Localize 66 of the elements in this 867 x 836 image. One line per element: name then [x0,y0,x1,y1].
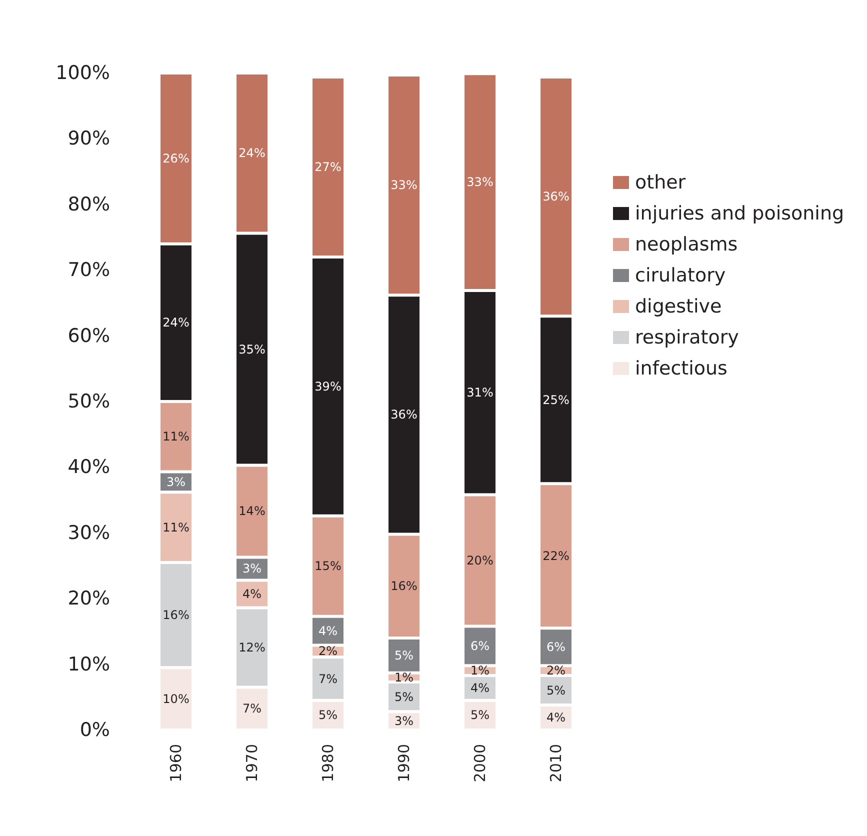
y-tick-label: 80% [68,193,110,216]
data-label: 5% [394,690,414,704]
data-label: 11% [162,520,190,534]
y-tick-label: 50% [68,390,110,412]
data-label: 35% [238,342,266,356]
y-tick-label: 100% [56,62,110,84]
x-tick-label: 1970 [243,744,261,782]
data-label: 7% [318,672,338,686]
x-tick-label: 1990 [395,744,413,782]
y-tick-label: 70% [68,259,110,282]
data-label: 26% [162,151,190,166]
y-tick-label: 0% [80,719,110,741]
data-label: 33% [466,175,494,190]
legend-label: cirulatory [635,264,726,286]
data-label: 27% [314,160,342,174]
data-label: 5% [394,648,414,662]
data-label: 5% [546,683,566,698]
data-label: 16% [390,579,418,594]
legend-label: neoplasms [635,234,738,256]
y-tick-label: 60% [68,324,110,347]
data-label: 1% [470,664,490,678]
y-tick-label: 20% [68,588,110,610]
data-label: 10% [162,692,190,706]
legend-label: digestive [635,296,722,318]
data-label: 3% [166,474,186,489]
data-label: 39% [314,379,342,394]
data-label: 36% [542,190,570,204]
legend-label: injuries and poisoning [635,202,844,224]
data-label: 2% [546,664,566,678]
data-label: 20% [466,553,494,568]
data-label: 3% [394,714,414,728]
x-tick-label: 2010 [547,744,565,782]
data-label: 5% [470,708,490,722]
data-label: 2% [318,644,338,658]
data-label: 22% [542,548,570,563]
y-tick-label: 40% [68,456,110,478]
data-label: 11% [162,430,190,444]
data-label: 1% [394,670,414,684]
data-label: 31% [466,386,494,400]
data-label: 24% [238,146,266,160]
data-label: 36% [390,408,418,422]
data-label: 3% [242,562,262,576]
data-label: 4% [470,680,490,695]
y-tick-label: 90% [68,128,110,150]
data-label: 6% [470,638,490,653]
x-tick-label: 1960 [167,744,185,782]
legend-label: infectious [635,358,728,380]
legend-label: respiratory [635,326,739,348]
data-label: 15% [314,559,342,574]
y-tick-label: 30% [68,522,110,544]
data-label: 4% [242,587,262,601]
data-label: 5% [318,708,338,722]
data-label: 4% [546,710,566,725]
y-tick-label: 10% [68,653,110,676]
data-label: 7% [242,702,262,716]
x-tick-label: 2000 [471,744,489,782]
data-label: 6% [546,640,566,654]
data-label: 4% [318,624,338,638]
legend-label: other [635,172,686,194]
data-label: 14% [238,504,266,518]
data-label: 33% [390,178,418,192]
data-label: 25% [542,392,570,407]
x-tick-label: 1980 [319,744,337,782]
data-label: 24% [162,316,190,330]
data-label: 16% [162,608,190,622]
data-label: 12% [238,640,266,655]
